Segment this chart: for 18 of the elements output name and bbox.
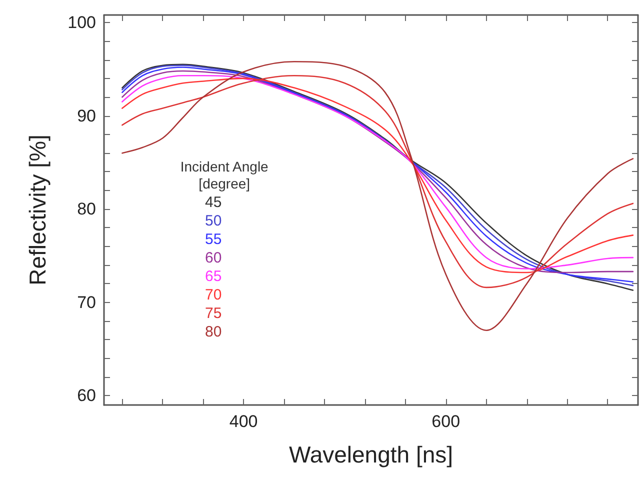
y-tick-label: 60 xyxy=(77,386,96,406)
y-tick-label: 100 xyxy=(68,12,96,32)
text: 60 xyxy=(205,250,222,266)
text: 45 xyxy=(205,194,222,211)
text: 50 xyxy=(205,212,222,230)
text: 55 xyxy=(205,231,222,248)
text: 65 xyxy=(205,268,222,285)
y-tick-label: 80 xyxy=(77,200,96,219)
y-axis-title: Reflectivity [%] xyxy=(24,134,50,286)
y-tick-label: 70 xyxy=(77,292,96,312)
x-tick-label: 400 xyxy=(229,412,258,431)
legend-title: Incident Angle [degree] xyxy=(180,158,269,192)
x-axis-title: Wavelength [ns] xyxy=(288,442,454,468)
text: 70 xyxy=(205,286,222,304)
x-tick-label: 600 xyxy=(432,412,460,431)
text: 80 xyxy=(205,324,222,340)
text: 75 xyxy=(205,305,222,322)
y-tick-label: 90 xyxy=(77,106,96,126)
